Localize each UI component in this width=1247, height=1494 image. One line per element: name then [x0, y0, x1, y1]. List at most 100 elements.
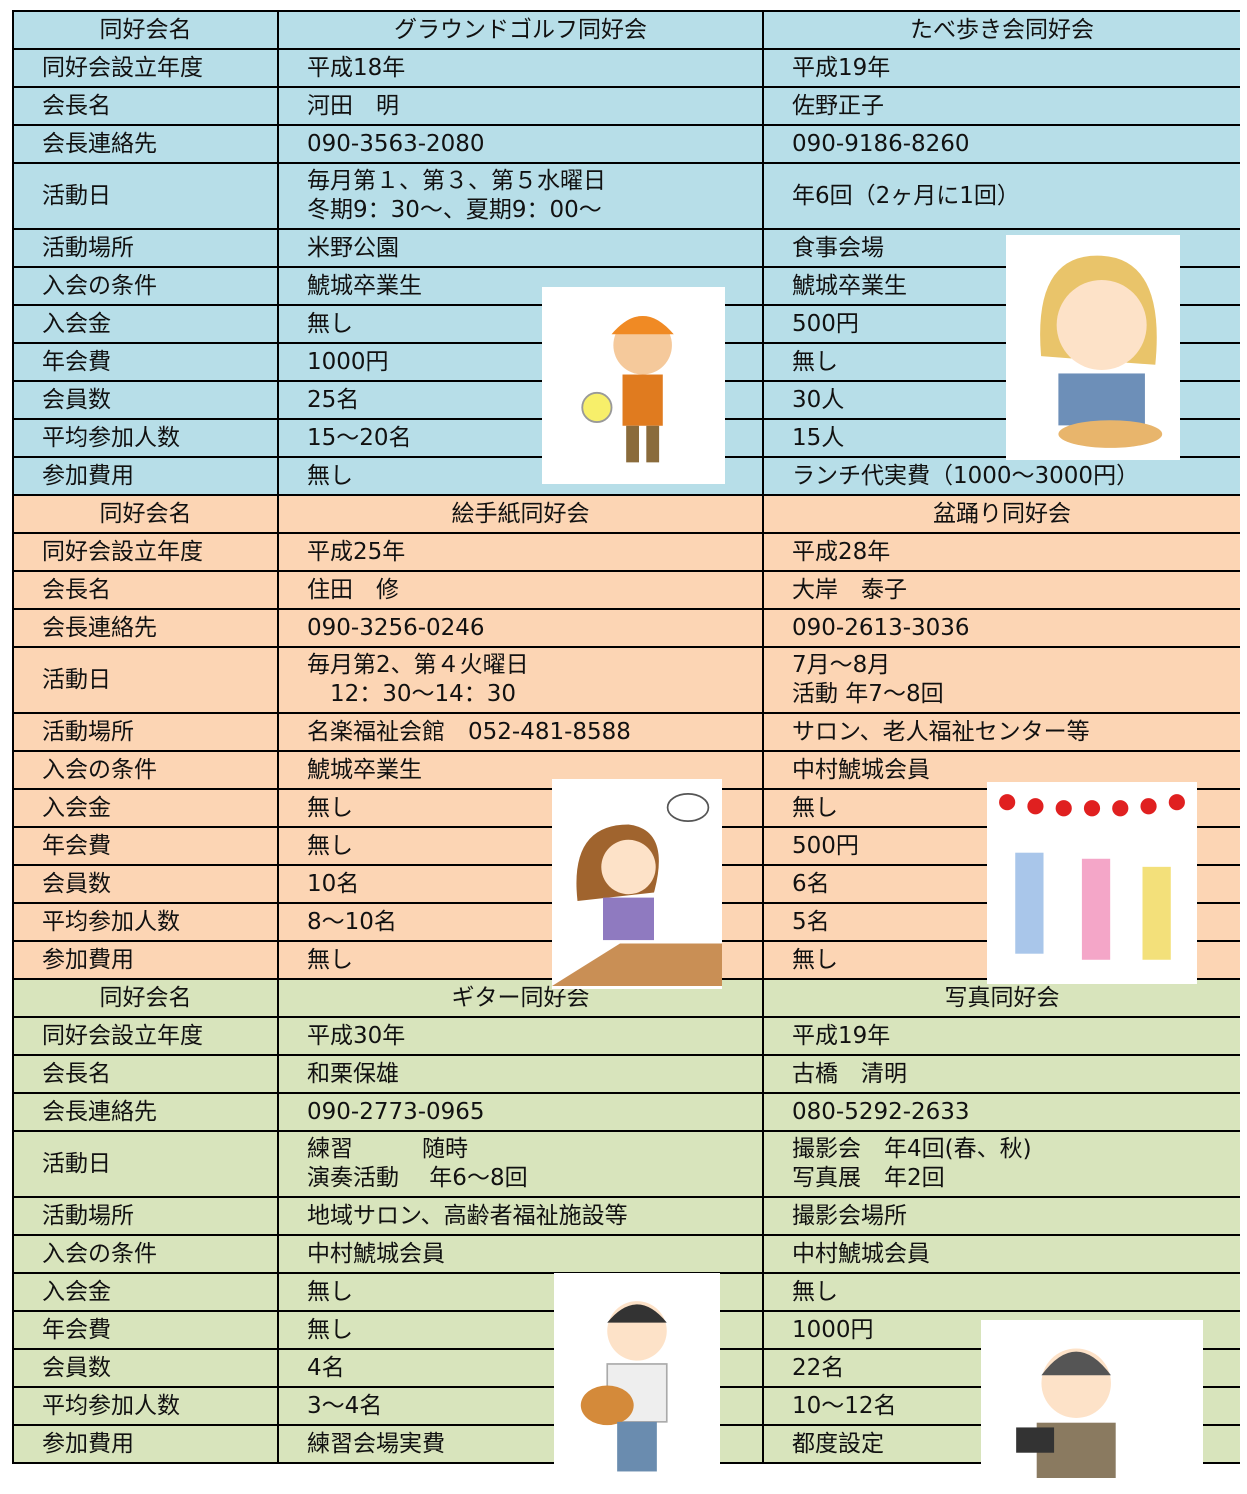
cell: 平成25年	[277, 532, 764, 572]
data-row: 入会の条件 鯱城卒業生 鯱城卒業生	[12, 266, 1240, 306]
cell: 毎月第１、第３、第５水曜日 冬期9：30～、夏期9：00～	[277, 162, 764, 230]
data-row: 会長連絡先 090-3256-0246 090-2613-3036	[12, 608, 1240, 648]
data-row: 活動場所 地域サロン、高齢者福祉施設等 撮影会場所	[12, 1196, 1240, 1236]
cell: 参加費用	[12, 940, 279, 980]
cell: 活動場所	[12, 712, 279, 752]
cell: 090-2773-0965	[277, 1092, 764, 1132]
cell: 平成19年	[762, 1016, 1240, 1056]
illustration-photographer	[981, 1320, 1203, 1478]
cell: 会長連絡先	[12, 124, 279, 164]
cell: グラウンドゴルフ同好会	[277, 10, 764, 50]
club-tables: 同好会名 グラウンドゴルフ同好会 たべ歩き会同好会 同好会設立年度 平成18年 平成19年…	[12, 10, 1240, 1494]
cell: 河田 明	[277, 86, 764, 126]
data-row: 活動日 毎月第１、第３、第５水曜日 冬期9：30～、夏期9：00～ 年6回（2ヶ月に…	[12, 162, 1240, 230]
data-row: 会長連絡先 090-2773-0965 080-5292-2633	[12, 1092, 1240, 1132]
data-row: 入会の条件 鯱城卒業生 中村鯱城会員	[12, 750, 1240, 790]
illustration-woman-writing	[552, 779, 722, 989]
cell: 平成30年	[277, 1016, 764, 1056]
club-table: 同好会名 グラウンドゴルフ同好会 たべ歩き会同好会 同好会設立年度 平成18年 平成19年…	[12, 10, 1240, 1464]
cell: 入会の条件	[12, 266, 279, 306]
cell: 活動場所	[12, 1196, 279, 1236]
data-row: 活動日 練習 随時 演奏活動 年6～8回 撮影会 年4回(春、秋) 写真展 年2回	[12, 1130, 1240, 1198]
cell: 毎月第2、第４火曜日 12：30～14：30	[277, 646, 764, 714]
cell: 和栗保雄	[277, 1054, 764, 1094]
cell: たべ歩き会同好会	[762, 10, 1240, 50]
cell: 同好会名	[12, 494, 279, 534]
cell: 会長連絡先	[12, 608, 279, 648]
cell: 同好会名	[12, 10, 279, 50]
cell: 地域サロン、高齢者福祉施設等	[277, 1196, 764, 1236]
header-row: 同好会名 ギター同好会 写真同好会	[12, 978, 1240, 1018]
data-row: 年会費 1000円 無し	[12, 342, 1240, 382]
cell: 平成18年	[277, 48, 764, 88]
cell: 佐野正子	[762, 86, 1240, 126]
cell: 中村鯱城会員	[762, 1234, 1240, 1274]
cell: 会長名	[12, 570, 279, 610]
cell: 同好会設立年度	[12, 48, 279, 88]
cell: 平均参加人数	[12, 1386, 279, 1426]
cell: ランチ代実費（1000～3000円）	[762, 456, 1240, 496]
cell: 盆踊り同好会	[762, 494, 1240, 534]
data-row: 会長名 河田 明佐野正子	[12, 86, 1240, 126]
data-row: 会長名 和栗保雄 古橋 清明	[12, 1054, 1240, 1094]
cell: 活動日	[12, 1130, 279, 1198]
cell: 会長名	[12, 1054, 279, 1094]
cell: 会員数	[12, 864, 279, 904]
cell: 撮影会 年4回(春、秋) 写真展 年2回	[762, 1130, 1240, 1198]
cell: 住田 修	[277, 570, 764, 610]
illustration-bon-dance	[987, 782, 1197, 984]
cell: 会員数	[12, 1348, 279, 1388]
cell: 鯱城卒業生	[277, 266, 764, 306]
cell: 年会費	[12, 1310, 279, 1350]
data-row: 会長連絡先 090-3563-2080 090-9186-8260	[12, 124, 1240, 164]
cell: 090-3256-0246	[277, 608, 764, 648]
data-row: 同好会設立年度 平成18年 平成19年	[12, 48, 1240, 88]
cell: 入会の条件	[12, 750, 279, 790]
cell: 年会費	[12, 826, 279, 866]
cell: 平均参加人数	[12, 418, 279, 458]
data-row: 同好会設立年度 平成30年 平成19年	[12, 1016, 1240, 1056]
cell: 米野公園	[277, 228, 764, 268]
cell: 090-9186-8260	[762, 124, 1240, 164]
cell: 090-3563-2080	[277, 124, 764, 164]
cell: 活動場所	[12, 228, 279, 268]
cell: 入会の条件	[12, 1234, 279, 1274]
cell: 活動日	[12, 162, 279, 230]
data-row: 会長名 住田 修大岸 泰子	[12, 570, 1240, 610]
cell: 080-5292-2633	[762, 1092, 1240, 1132]
header-row: 同好会名 絵手紙同好会 盆踊り同好会	[12, 494, 1240, 534]
cell: 練習 随時 演奏活動 年6～8回	[277, 1130, 764, 1198]
cell: 同好会名	[12, 978, 279, 1018]
cell: 平成28年	[762, 532, 1240, 572]
cell: 7月～8月 活動 年7～8回	[762, 646, 1240, 714]
cell: 撮影会場所	[762, 1196, 1240, 1236]
cell: 古橋 清明	[762, 1054, 1240, 1094]
header-row: 同好会名 グラウンドゴルフ同好会 たべ歩き会同好会	[12, 10, 1240, 50]
cell: 無し	[762, 1272, 1240, 1312]
cell: 年会費	[12, 342, 279, 382]
illustration-guitarist	[554, 1273, 720, 1488]
cell: 大岸 泰子	[762, 570, 1240, 610]
cell: 参加費用	[12, 456, 279, 496]
cell: 入会金	[12, 1272, 279, 1312]
cell: 写真同好会	[762, 978, 1240, 1018]
data-row: 同好会設立年度 平成25年 平成28年	[12, 532, 1240, 572]
cell: 会長名	[12, 86, 279, 126]
data-row: 活動日 毎月第2、第４火曜日 12：30～14：30 7月～8月 活動 年7～8回	[12, 646, 1240, 714]
cell: 入会金	[12, 788, 279, 828]
cell: 名楽福祉会館 052-481-8588	[277, 712, 764, 752]
data-row: 入会の条件 中村鯱城会員 中村鯱城会員	[12, 1234, 1240, 1274]
cell: サロン、老人福祉センター等	[762, 712, 1240, 752]
cell: 年6回（2ヶ月に1回）	[762, 162, 1240, 230]
data-row: 活動場所 名楽福祉会館 052-481-8588 サロン、老人福祉センター等	[12, 712, 1240, 752]
cell: 平成19年	[762, 48, 1240, 88]
illustration-golfer	[542, 287, 725, 484]
illustration-woman-eating	[1006, 235, 1180, 460]
cell: 090-2613-3036	[762, 608, 1240, 648]
cell: 活動日	[12, 646, 279, 714]
cell: 絵手紙同好会	[277, 494, 764, 534]
cell: 同好会設立年度	[12, 1016, 279, 1056]
data-row: 参加費用 無し ランチ代実費（1000～3000円）	[12, 456, 1240, 496]
cell: 同好会設立年度	[12, 532, 279, 572]
